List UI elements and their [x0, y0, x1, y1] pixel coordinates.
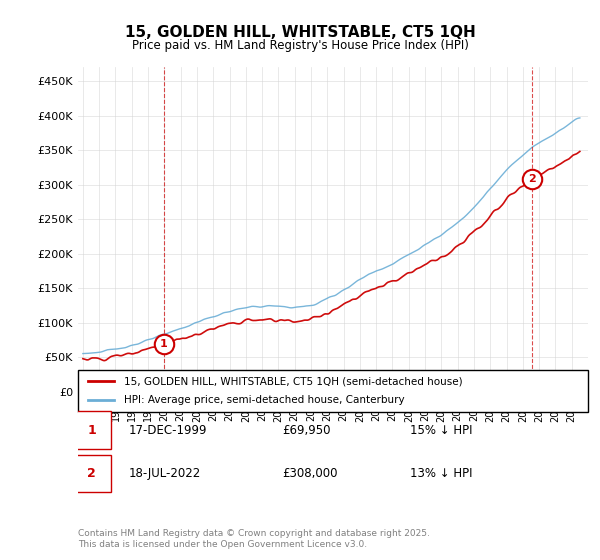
Text: 18-JUL-2022: 18-JUL-2022 [129, 467, 201, 480]
Text: 15, GOLDEN HILL, WHITSTABLE, CT5 1QH: 15, GOLDEN HILL, WHITSTABLE, CT5 1QH [125, 25, 475, 40]
Text: 15% ↓ HPI: 15% ↓ HPI [409, 423, 472, 437]
Text: Contains HM Land Registry data © Crown copyright and database right 2025.
This d: Contains HM Land Registry data © Crown c… [78, 529, 430, 549]
Text: 15, GOLDEN HILL, WHITSTABLE, CT5 1QH (semi-detached house): 15, GOLDEN HILL, WHITSTABLE, CT5 1QH (se… [124, 376, 463, 386]
Text: 1: 1 [88, 423, 96, 437]
Text: 2: 2 [528, 174, 536, 184]
Text: £308,000: £308,000 [282, 467, 337, 480]
Text: 17-DEC-1999: 17-DEC-1999 [129, 423, 208, 437]
Text: £69,950: £69,950 [282, 423, 331, 437]
Text: Price paid vs. HM Land Registry's House Price Index (HPI): Price paid vs. HM Land Registry's House … [131, 39, 469, 52]
FancyBboxPatch shape [73, 455, 111, 492]
FancyBboxPatch shape [78, 370, 588, 412]
FancyBboxPatch shape [73, 412, 111, 449]
Text: 13% ↓ HPI: 13% ↓ HPI [409, 467, 472, 480]
Text: 1: 1 [160, 339, 167, 349]
Text: HPI: Average price, semi-detached house, Canterbury: HPI: Average price, semi-detached house,… [124, 395, 404, 405]
Text: 2: 2 [88, 467, 96, 480]
